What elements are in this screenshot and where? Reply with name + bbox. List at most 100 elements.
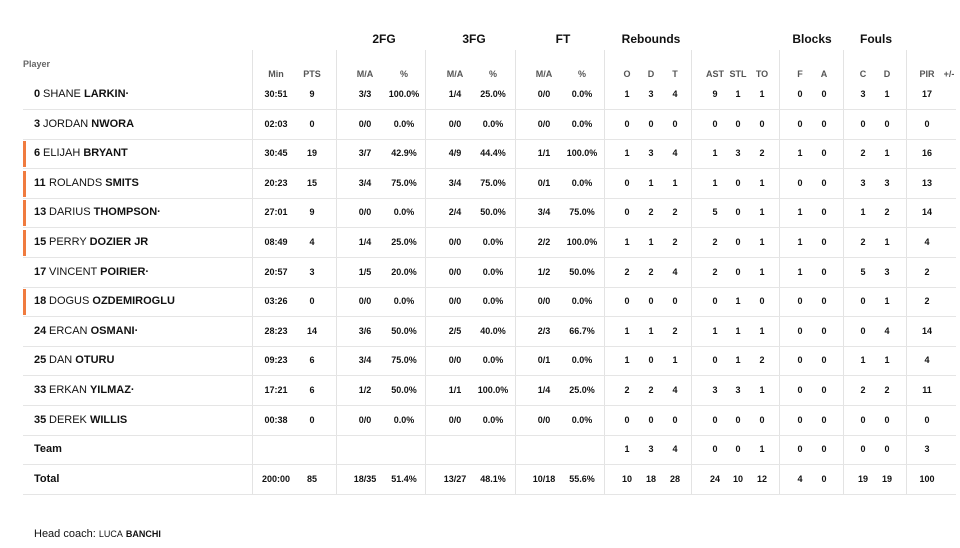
player-name[interactable]: ERCAN OSMANI·	[49, 317, 138, 346]
player-name[interactable]: PERRY DOZIER JR	[49, 228, 148, 257]
player-name[interactable]: DARIUS THOMPSON·	[49, 198, 161, 227]
cell-fouls-committed: 0	[860, 296, 866, 307]
cell-fg2-pct: 50.0%	[391, 385, 417, 395]
cell-min: 09:23	[264, 355, 288, 366]
starter-marker	[23, 170, 26, 197]
cell-fg3-pct: 0.0%	[482, 296, 504, 307]
cell-pts: 0	[309, 118, 315, 129]
head-coach-prefix: Head coach:	[34, 528, 96, 540]
player-row: 18 DOGUS OZDEMIROGLU 03:26 0 0/0 0.0% 0/0 0.0% 0…	[23, 287, 956, 318]
cell-fouls-drawn: 0	[884, 414, 890, 425]
player-first-name: ERKAN	[49, 384, 87, 396]
player-name[interactable]: ELIJAH BRYANT	[43, 139, 128, 168]
player-name[interactable]: ERKAN YILMAZ·	[49, 376, 135, 405]
cell-treb: 0	[672, 118, 678, 129]
cell-fg2-ma: 3/7	[358, 148, 372, 159]
column-divider	[779, 50, 780, 495]
cell-stl: 0	[735, 414, 741, 425]
row-divider	[23, 345, 956, 347]
col-fg2-pct-header: %	[399, 69, 408, 79]
cell-blocks-against: 0	[821, 473, 827, 484]
cell-pir: 17	[921, 89, 932, 99]
starter-marker	[23, 289, 26, 316]
cell-fg2-pct: 0.0%	[393, 207, 415, 218]
cell-fouls-drawn: 0	[884, 118, 890, 129]
cell-dreb: 18	[645, 473, 656, 484]
player-row: 15 PERRY DOZIER JR 08:49 4 1/4 25.0% 0/0 0.0% 2/…	[23, 228, 956, 258]
player-name[interactable]: ROLANDS SMITS	[49, 169, 139, 198]
col-fg2-ma-header: M/A	[356, 69, 374, 79]
cell-to: 1	[759, 237, 765, 247]
cell-pir: 13	[921, 177, 932, 188]
cell-fg2-ma: 3/4	[358, 177, 372, 188]
player-last-name: OSMANI·	[90, 324, 139, 337]
cell-ast: 9	[712, 89, 718, 99]
cell-blocks-against: 0	[821, 296, 827, 307]
col-stl-header: STL	[729, 69, 747, 79]
cell-blocks-for: 0	[797, 296, 803, 307]
cell-min: 30:51	[264, 89, 288, 99]
cell-ft-ma: 10/18	[532, 473, 556, 484]
cell-treb: 4	[672, 266, 678, 277]
cell-to: 1	[759, 266, 765, 277]
cell-ast: 1	[712, 177, 718, 188]
cell-min: 02:03	[264, 118, 288, 129]
cell-stl: 1	[735, 325, 741, 336]
cell-blocks-against: 0	[821, 177, 827, 188]
player-name[interactable]: JORDAN NWORA	[43, 110, 134, 139]
col-ast-header: AST	[706, 69, 724, 79]
cell-pir: 0	[924, 118, 930, 129]
cell-ft-pct: 55.6%	[569, 473, 595, 484]
cell-ast: 3	[712, 385, 718, 395]
cell-blocks-for: 4	[797, 473, 803, 484]
player-name[interactable]: SHANE LARKIN·	[43, 80, 129, 109]
cell-treb: 4	[672, 148, 678, 159]
cell-oreb: 0	[624, 177, 630, 188]
cell-pir: 3	[924, 444, 930, 455]
cell-blocks-against: 0	[821, 118, 827, 129]
cell-ft-pct: 0.0%	[571, 355, 593, 366]
starter-marker	[23, 141, 26, 168]
team-row: Team 1 3 4 0 0 1 0 0 0 0 3	[23, 435, 956, 466]
cell-blocks-for: 0	[797, 444, 803, 455]
cell-fg2-ma: 0/0	[358, 118, 372, 129]
player-name[interactable]: DAN OTURU	[49, 346, 114, 375]
row-divider	[23, 286, 956, 288]
cell-blocks-for: 0	[797, 385, 803, 395]
player-first-name: ERCAN	[49, 324, 88, 337]
cell-fg3-ma: 0/0	[448, 118, 462, 129]
player-row: 33 ERKAN YILMAZ· 17:21 6 1/2 50.0% 1/1 100.0% 1/…	[23, 376, 956, 406]
cell-min: 20:23	[264, 177, 288, 188]
cell-fg2-pct: 25.0%	[391, 237, 417, 247]
cell-ft-ma: 0/0	[537, 118, 551, 129]
cell-stl: 1	[735, 296, 741, 307]
cell-dreb: 1	[648, 177, 654, 188]
cell-fg3-ma: 1/1	[448, 385, 462, 395]
cell-pir: 16	[921, 148, 932, 159]
player-last-name: YILMAZ·	[89, 384, 135, 396]
cell-fouls-committed: 0	[860, 444, 866, 455]
group-fouls: Fouls	[860, 32, 892, 46]
cell-fg3-ma: 2/4	[448, 207, 462, 218]
player-name[interactable]: VINCENT POIRIER·	[49, 258, 149, 287]
cell-blocks-against: 0	[821, 444, 827, 455]
cell-fouls-drawn: 2	[884, 385, 890, 395]
cell-min: 03:26	[264, 296, 288, 307]
player-last-name: POIRIER·	[100, 265, 150, 278]
cell-pir: 14	[921, 325, 932, 336]
cell-fg3-pct: 50.0%	[480, 207, 506, 218]
total-row: Total 200:00 85 18/35 51.4% 13/27 48.1% 10/18 55…	[23, 465, 956, 495]
player-name[interactable]: DEREK WILLIS	[49, 406, 127, 435]
player-first-name: ELIJAH	[43, 147, 81, 160]
player-name[interactable]: DOGUS OZDEMIROGLU	[49, 287, 175, 316]
cell-stl: 0	[735, 118, 741, 129]
cell-min: 200:00	[261, 473, 291, 484]
cell-fouls-drawn: 19	[881, 473, 892, 484]
cell-blocks-against: 0	[821, 385, 827, 395]
group-rebounds: Rebounds	[621, 32, 681, 46]
player-last-name: NWORA	[91, 117, 135, 130]
cell-stl: 0	[735, 207, 741, 218]
starter-marker	[23, 200, 26, 227]
cell-blocks-against: 0	[821, 355, 827, 366]
